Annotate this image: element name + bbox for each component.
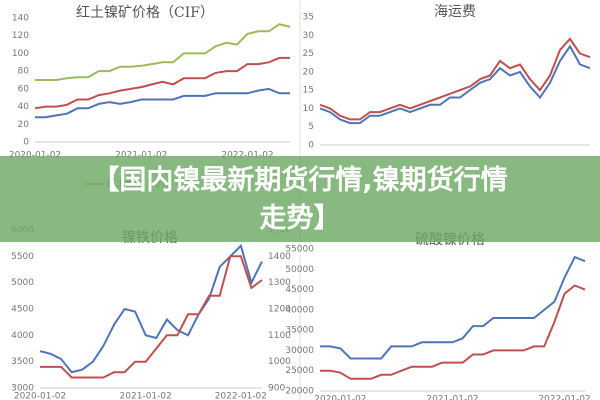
y-tick-label: 55000 — [285, 245, 314, 255]
y-tick-label: 25 — [303, 49, 314, 59]
y2-tick-label: 1300 — [268, 278, 291, 288]
y-tick-label: 0 — [23, 138, 29, 148]
banner-line: 走势】 — [259, 203, 341, 234]
banner-line: 【国内镍最新期货行情,镍期货行情 — [92, 165, 508, 196]
y-tick-label: 5000 — [11, 278, 34, 288]
line-series — [40, 255, 263, 379]
x-tick-label: 2022-01-02 — [221, 151, 273, 161]
y-tick-label: 4000 — [11, 331, 34, 341]
y-tick-label: 35 — [303, 13, 314, 23]
y-tick-label: 100 — [12, 49, 29, 59]
y-tick-label: 35000 — [285, 326, 314, 336]
line-series — [320, 255, 586, 360]
y2-tick-label: 1100 — [268, 331, 291, 341]
line-series — [35, 87, 290, 119]
y-tick-label: 60 — [18, 84, 30, 94]
y-tick-label: 20 — [303, 67, 315, 77]
x-tick-label: 2020-01-02 — [9, 151, 61, 161]
y2-tick-label: 900 — [268, 384, 285, 394]
y-tick-label: 45000 — [285, 285, 314, 295]
chart-title: 海运费 — [434, 4, 476, 20]
y-tick-label: 10 — [303, 104, 315, 114]
y-tick-label: 50000 — [285, 265, 314, 275]
y-tick-label: 5 — [308, 122, 314, 132]
x-tick-label: 2020-01-02 — [314, 395, 366, 400]
y-tick-label: 20000 — [285, 387, 314, 397]
line-series — [319, 44, 591, 125]
y-tick-label: 15 — [303, 86, 314, 96]
chart-title: 红土镍矿价格（CIF） — [76, 5, 214, 21]
x-tick-label: 2021-01-02 — [120, 392, 172, 400]
line-series — [320, 284, 586, 380]
y2-tick-label: 1200 — [268, 305, 291, 315]
y-tick-label: 120 — [12, 31, 29, 41]
y-tick-label: 3500 — [11, 357, 34, 367]
line-series — [319, 37, 591, 121]
y2-tick-label: 1000 — [268, 357, 291, 367]
y-tick-label: 25000 — [285, 366, 314, 376]
x-tick-label: 2022-01-02 — [215, 392, 267, 400]
x-tick-label: 2020-01-02 — [14, 392, 66, 400]
line-series — [39, 243, 263, 374]
y-tick-label: 20 — [18, 120, 30, 130]
y-tick-label: 30 — [303, 31, 315, 41]
y-tick-label: 80 — [18, 67, 30, 77]
x-tick-label: 2021-01-02 — [426, 395, 478, 400]
y-tick-label: 0 — [308, 141, 314, 151]
line-series — [35, 23, 291, 81]
line-series — [34, 56, 290, 110]
y-tick-label: 40000 — [285, 305, 314, 315]
x-tick-label: 2021-01-02 — [115, 151, 167, 161]
x-tick-label: 2022-01-02 — [538, 395, 590, 400]
y-tick-label: 140 — [12, 14, 29, 24]
y-tick-label: 4500 — [11, 305, 34, 315]
y-tick-label: 3000 — [11, 384, 34, 394]
banner: 【国内镍最新期货行情,镍期货行情 走势】 — [0, 156, 600, 242]
y-tick-label: 5500 — [11, 252, 34, 262]
y-tick-label: 30000 — [285, 346, 314, 356]
y2-tick-label: 1400 — [268, 252, 291, 262]
y-tick-label: 40 — [18, 102, 30, 112]
